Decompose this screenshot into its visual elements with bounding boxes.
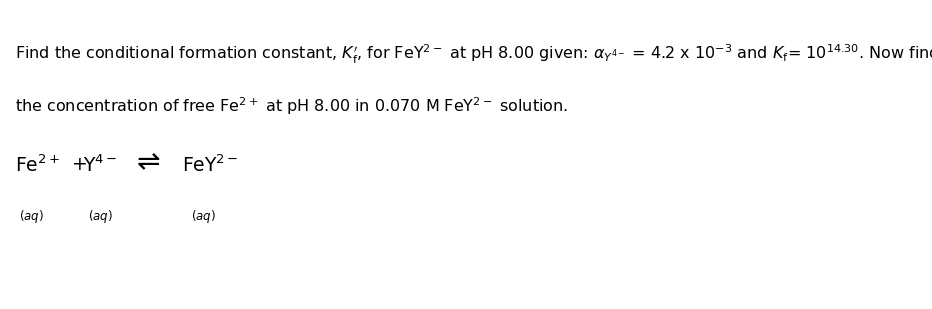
Text: $+$: $+$ [71, 154, 87, 173]
Text: $(aq)$: $(aq)$ [19, 208, 44, 225]
Text: $(aq)$: $(aq)$ [88, 208, 113, 225]
Text: ⇌: ⇌ [137, 149, 160, 177]
Text: the concentration of free Fe$^{2+}$ at pH 8.00 in 0.070 M FeY$^{2-}$ solution.: the concentration of free Fe$^{2+}$ at p… [16, 95, 569, 117]
Text: Find the conditional formation constant, $K_\mathrm{f}^{\prime}$, for FeY$^{2-}$: Find the conditional formation constant,… [16, 42, 932, 66]
Text: Fe$^{2+}$: Fe$^{2+}$ [16, 154, 61, 176]
Text: $(aq)$: $(aq)$ [191, 208, 215, 225]
Text: FeY$^{2-}$: FeY$^{2-}$ [183, 154, 239, 176]
Text: Y$^{4-}$: Y$^{4-}$ [83, 154, 117, 176]
